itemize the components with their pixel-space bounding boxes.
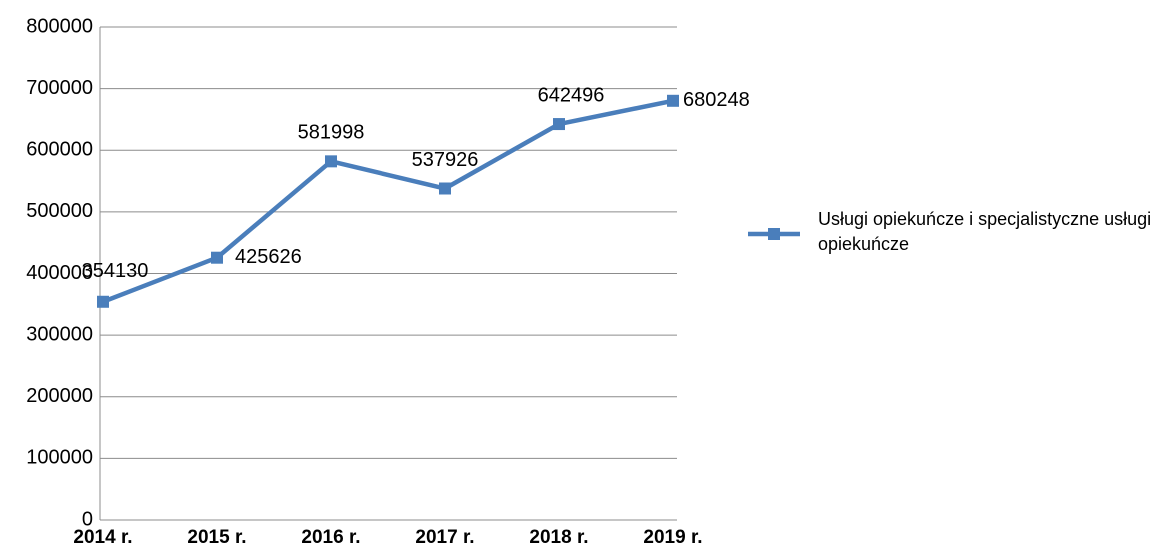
marker [667,94,679,107]
data-label: 537926 [412,149,479,171]
x-tick-label: 2014 r. [73,527,132,548]
marker [325,155,337,168]
x-tick-label: 2016 r. [301,527,360,548]
x-tick-label: 2015 r. [187,527,246,548]
data-label: 642496 [538,84,605,106]
x-tick-label: 2019 r. [643,527,702,548]
data-label: 680248 [683,89,750,111]
data-label: 425626 [235,246,302,268]
y-tick-label: 500000 [26,200,93,222]
marker [553,118,565,131]
marker [439,182,451,195]
marker [211,251,223,264]
y-tick-label: 700000 [26,77,93,99]
legend-label: Usługi opiekuńcze i specjalistyczne usłu… [818,209,1152,254]
y-tick-label: 600000 [26,139,93,161]
y-tick-label: 300000 [26,323,93,345]
y-tick-label: 100000 [26,447,93,469]
x-tick-label: 2017 r. [415,527,474,548]
y-tick-label: 200000 [26,385,93,407]
legend-marker [768,228,780,240]
y-tick-label: 800000 [26,15,93,37]
marker [97,295,109,308]
y-tick-label: 0 [82,508,93,530]
y-tick-label: 400000 [26,262,93,284]
data-label: 354130 [82,260,149,282]
series-line [102,98,674,304]
data-label: 581998 [298,122,365,144]
x-tick-label: 2018 r. [529,527,588,548]
